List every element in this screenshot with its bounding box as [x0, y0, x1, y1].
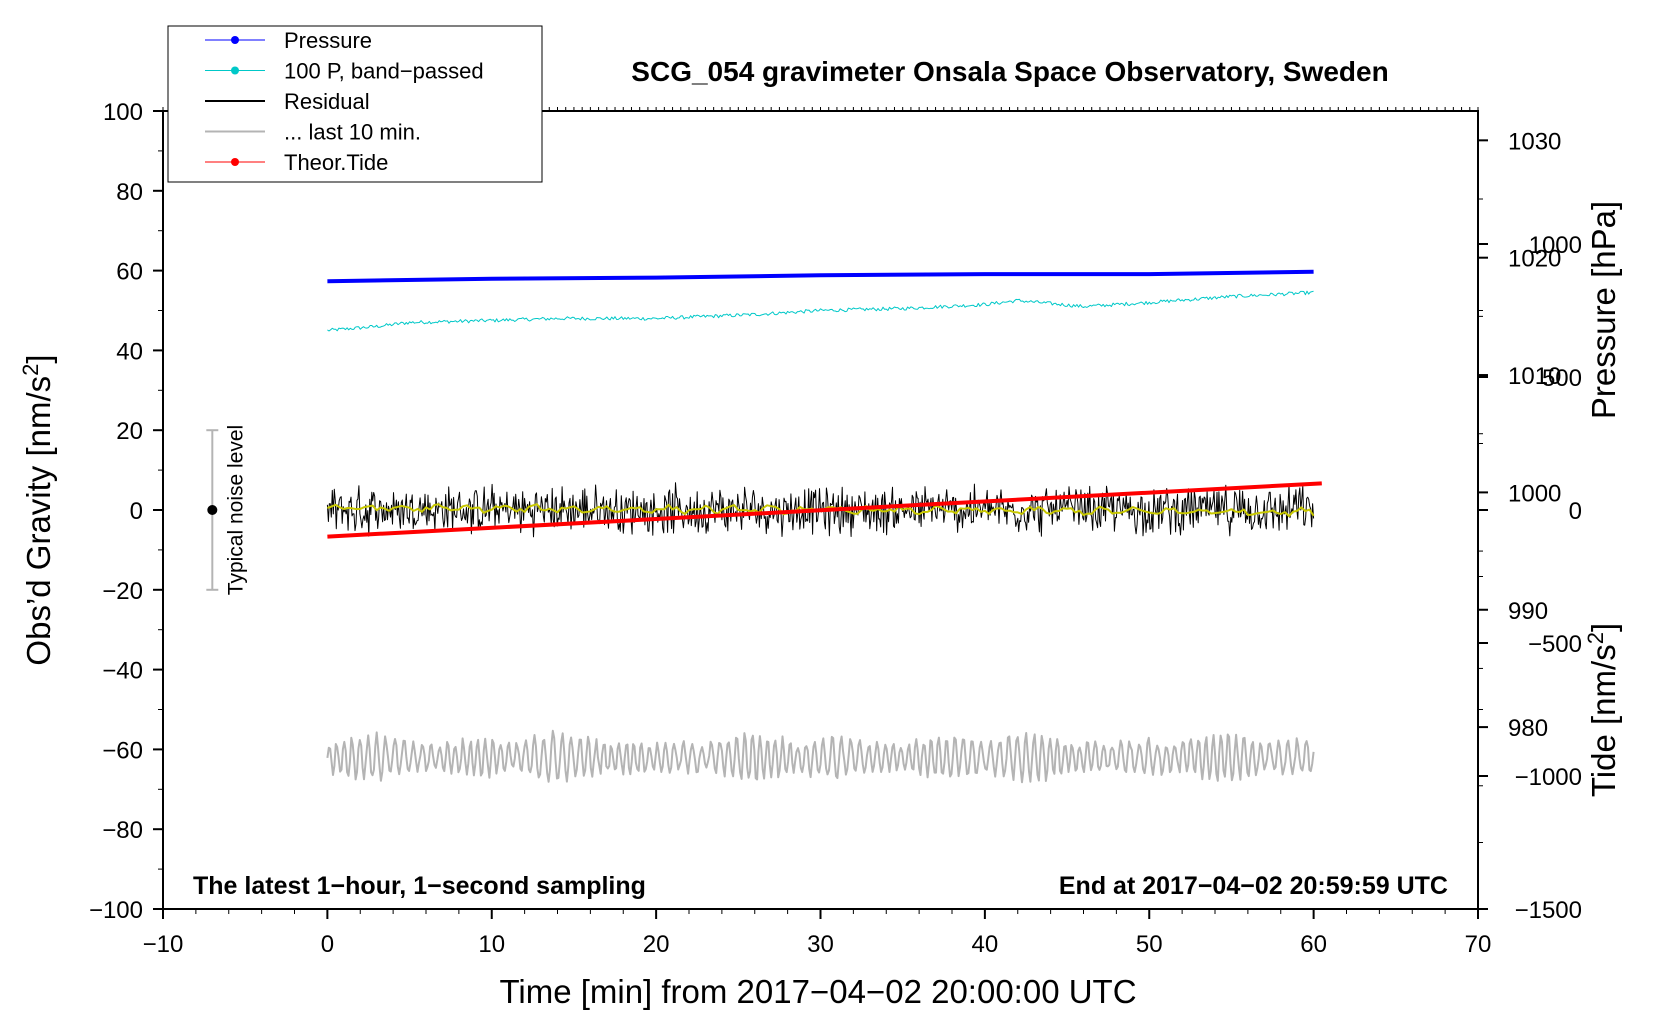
- noise-level-indicator: Typical noise level: [206, 425, 247, 595]
- pressure-tick-label: 1010: [1508, 363, 1561, 390]
- legend-label: Residual: [284, 89, 370, 114]
- tide-axis-title-main: Tide [nm/s: [1585, 644, 1622, 797]
- y-tick-label: −20: [102, 578, 143, 605]
- tide-tick-label: −1500: [1515, 897, 1582, 924]
- y-tick-label: 20: [116, 418, 143, 445]
- legend-swatch-marker: [231, 36, 239, 44]
- noise-dot: [207, 505, 218, 515]
- axis-ticks: −10 0 10 20 30 40 50 60 70100806040200−20−40−60−…: [89, 99, 1582, 958]
- noise-label: Typical noise level: [224, 425, 247, 595]
- pressure-tick-label: 990: [1508, 598, 1548, 625]
- tide-axis-title-end: ]: [1585, 623, 1622, 632]
- legend-swatch-marker: [231, 158, 239, 166]
- y-tick-label: 100: [103, 99, 143, 126]
- tide-tick-label: 1000: [1529, 232, 1582, 259]
- pressure-tick-label: 980: [1508, 715, 1548, 742]
- y-tick-label: 80: [116, 179, 143, 206]
- tide-axis-title: Tide [nm/s2]: [1583, 623, 1622, 797]
- x-tick-label: 30: [807, 931, 834, 958]
- last-10-min-line: [326, 729, 1315, 784]
- chart-title: SCG_054 gravimeter Onsala Space Observat…: [631, 56, 1388, 87]
- tide-tick-label: −1000: [1515, 764, 1582, 791]
- y-axis-title-sup: 2: [18, 364, 43, 376]
- x-axis-title: Time [min] from 2017−04−02 20:00:00 UTC: [499, 973, 1136, 1010]
- tide-axis-title-sup: 2: [1583, 632, 1608, 644]
- y-tick-label: −100: [89, 897, 143, 924]
- pressure-line: [327, 269, 1314, 284]
- y-tick-label: −40: [102, 658, 143, 685]
- tide-tick-label: 0: [1569, 498, 1582, 525]
- x-tick-label: 40: [972, 931, 999, 958]
- x-tick-label: 20: [643, 931, 670, 958]
- x-tick-label: 60: [1300, 931, 1327, 958]
- x-tick-label: −10: [143, 931, 184, 958]
- y-tick-label: 60: [116, 259, 143, 286]
- pressure-tick-label: 1030: [1508, 128, 1561, 155]
- legend-label: ... last 10 min.: [284, 120, 421, 145]
- pressure-tick-label: 1020: [1508, 246, 1561, 273]
- legend-box: [167, 25, 543, 183]
- y-tick-label: 0: [130, 498, 143, 525]
- legend: Pressure 100 P, band−passed Residual ... la…: [167, 25, 543, 183]
- legend-swatch-marker: [231, 66, 239, 75]
- x-tick-label: 50: [1136, 931, 1163, 958]
- x-tick-label: 0: [321, 931, 334, 958]
- tide-line: [327, 481, 1322, 539]
- pressure-bandpassed-line: [327, 290, 1314, 332]
- tide-tick-label: 500: [1542, 365, 1582, 392]
- note-left: The latest 1−hour, 1−second sampling: [193, 872, 646, 900]
- legend-label: 100 P, band−passed: [284, 59, 484, 84]
- y-axis-title-end: ]: [20, 354, 57, 363]
- y-axis-title: Obs’d Gravity [nm/s2]: [18, 354, 57, 665]
- legend-label: Pressure: [284, 28, 372, 53]
- y-tick-label: −80: [102, 817, 143, 844]
- pressure-tick-label: 1000: [1508, 480, 1561, 507]
- pressure-axis-title: Pressure [hPa]: [1585, 201, 1622, 419]
- y-tick-label: −60: [102, 737, 143, 764]
- note-right: End at 2017−04−02 20:59:59 UTC: [1059, 872, 1448, 900]
- y-axis-title-main: Obs’d Gravity [nm/s: [20, 376, 57, 666]
- x-tick-label: 70: [1465, 931, 1492, 958]
- legend-label: Theor.Tide: [284, 150, 388, 175]
- series-layer: [326, 269, 1322, 784]
- tide-tick-label: −500: [1528, 631, 1582, 658]
- x-tick-label: 10: [478, 931, 505, 958]
- y-tick-label: 40: [116, 338, 143, 365]
